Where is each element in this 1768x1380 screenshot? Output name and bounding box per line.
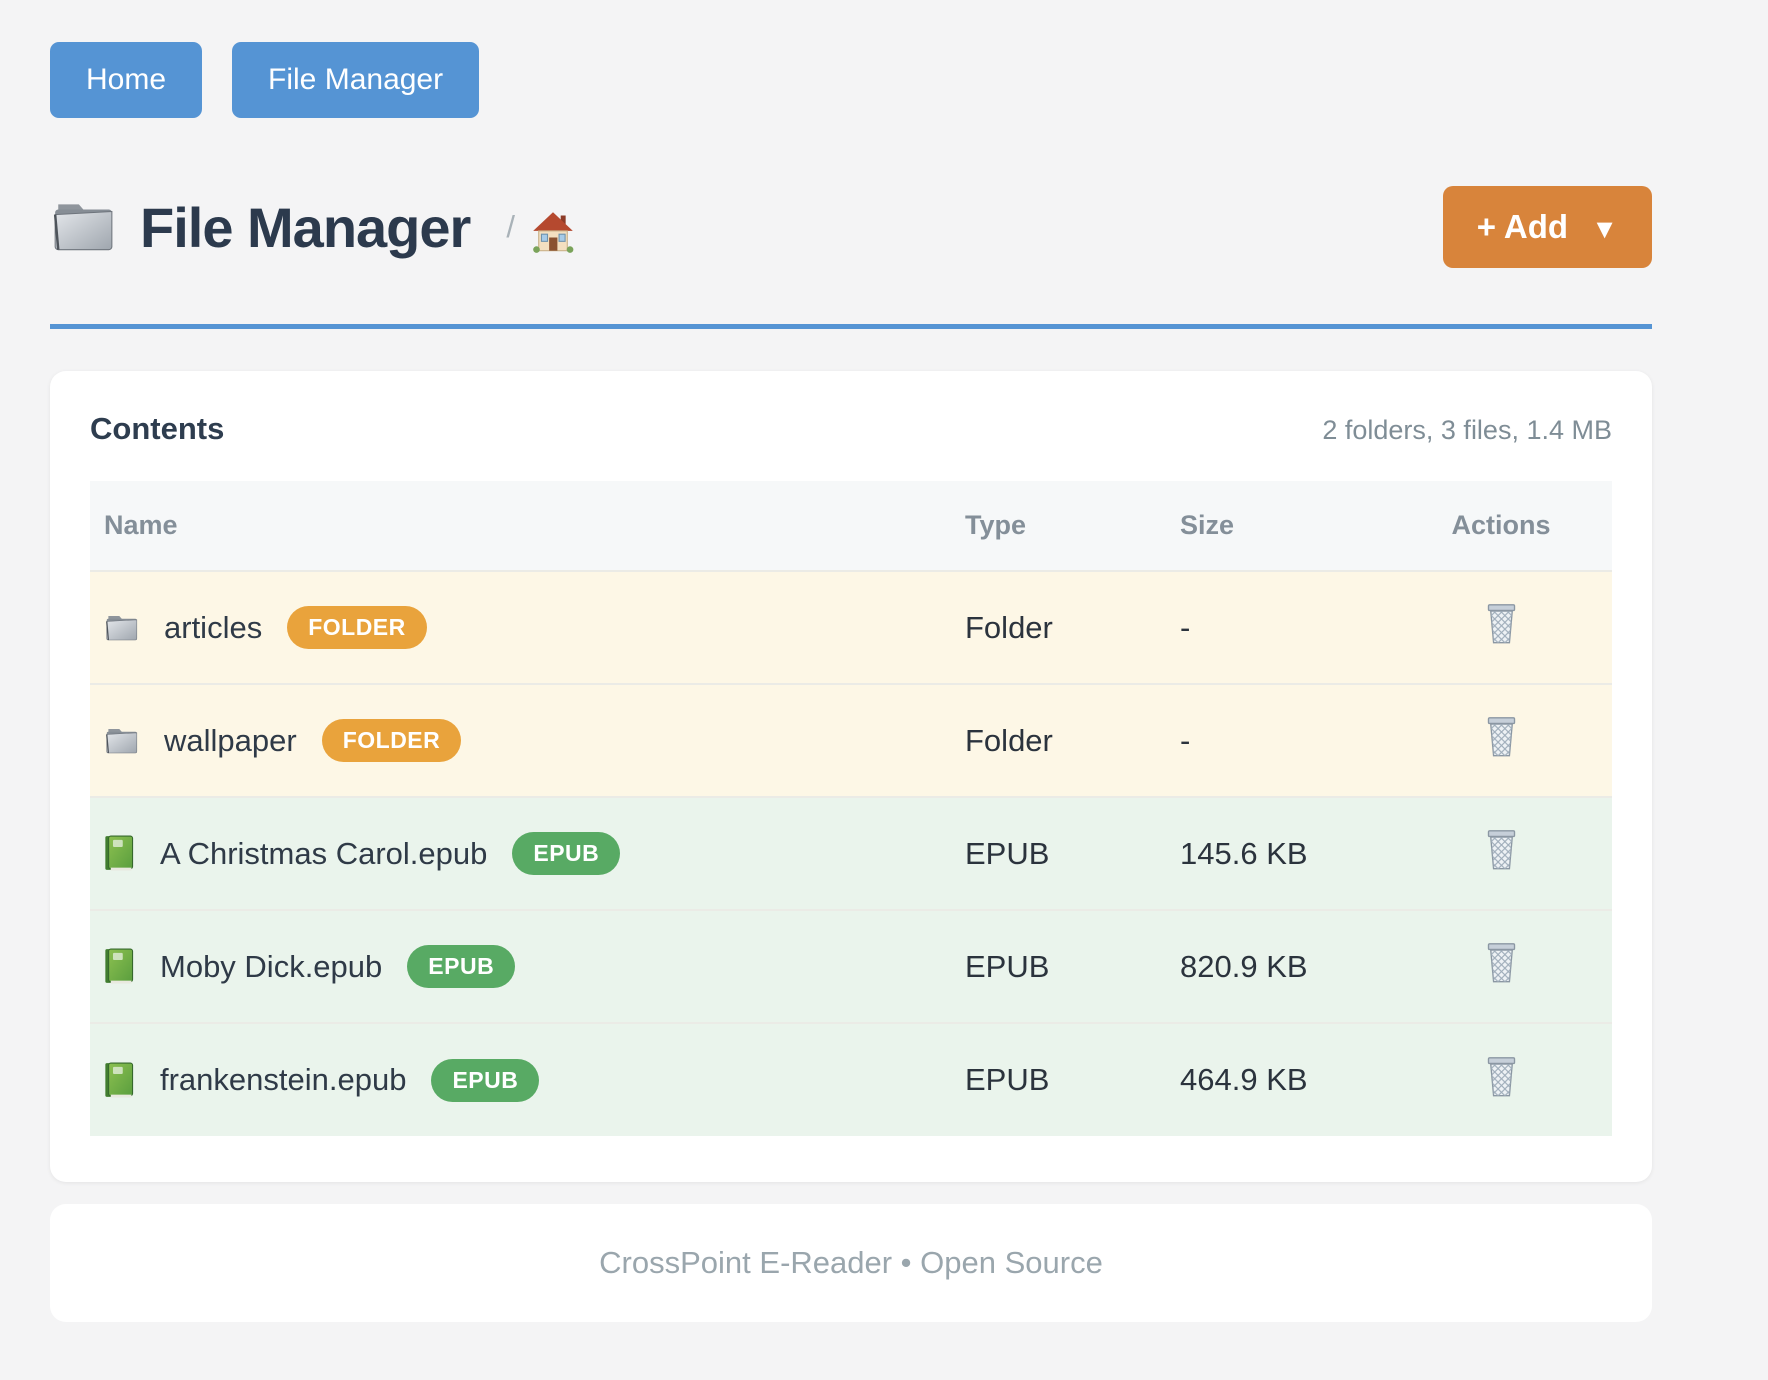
file-name[interactable]: Moby Dick.epub — [160, 948, 383, 984]
column-header-size: Size — [1166, 481, 1390, 571]
type-value: EPUB — [965, 835, 1050, 871]
table-row[interactable]: frankenstein.epub EPUB EPUB 464.9 KB — [90, 1023, 1612, 1136]
house-icon — [531, 210, 575, 254]
book-icon — [104, 835, 135, 872]
trash-icon — [1484, 828, 1519, 871]
file-manager-button[interactable]: File Manager — [232, 42, 480, 118]
top-nav: Home File Manager — [50, 42, 1652, 118]
table-row[interactable]: A Christmas Carol.epub EPUB EPUB 145.6 K… — [90, 797, 1612, 910]
page-title: File Manager — [140, 195, 471, 259]
delete-button[interactable] — [1484, 828, 1519, 871]
delete-button[interactable] — [1484, 941, 1519, 984]
type-value: EPUB — [965, 1062, 1050, 1097]
contents-summary: 2 folders, 3 files, 1.4 MB — [1322, 415, 1612, 445]
folder-badge: FOLDER — [287, 606, 427, 649]
add-button[interactable]: + Add ▼ — [1442, 186, 1652, 268]
breadcrumb-home[interactable] — [531, 210, 575, 254]
home-button[interactable]: Home — [50, 42, 203, 118]
folder-name[interactable]: articles — [164, 609, 263, 645]
folder-icon — [104, 726, 139, 756]
breadcrumb-separator: / — [506, 209, 515, 244]
size-value: - — [1180, 722, 1191, 758]
footer-text: CrossPoint E-Reader • Open Source — [599, 1245, 1103, 1280]
type-value: Folder — [965, 609, 1053, 645]
column-header-type: Type — [951, 481, 1166, 571]
caret-down-icon: ▼ — [1591, 214, 1618, 244]
trash-icon — [1484, 1055, 1519, 1098]
trash-icon — [1484, 602, 1519, 645]
folder-icon — [104, 613, 139, 643]
contents-card: Contents 2 folders, 3 files, 1.4 MB Name… — [50, 371, 1652, 1182]
folder-name[interactable]: wallpaper — [164, 722, 297, 758]
table-row[interactable]: wallpaper FOLDER Folder - — [90, 684, 1612, 797]
footer: CrossPoint E-Reader • Open Source — [50, 1204, 1652, 1322]
size-value: 820.9 KB — [1180, 948, 1308, 984]
file-name[interactable]: frankenstein.epub — [160, 1062, 407, 1097]
book-icon — [104, 1062, 135, 1099]
add-button-label: + Add — [1476, 208, 1569, 245]
table-row[interactable]: Moby Dick.epub EPUB EPUB 820.9 KB — [90, 910, 1612, 1023]
delete-button[interactable] — [1484, 1055, 1519, 1098]
epub-badge: EPUB — [431, 1058, 540, 1102]
epub-badge: EPUB — [407, 945, 516, 988]
contents-heading: Contents — [90, 411, 225, 446]
type-value: Folder — [965, 722, 1053, 758]
table-header-row: Name Type Size Actions — [90, 481, 1612, 571]
type-value: EPUB — [965, 948, 1050, 984]
file-name[interactable]: A Christmas Carol.epub — [160, 835, 488, 871]
delete-button[interactable] — [1484, 602, 1519, 645]
epub-badge: EPUB — [512, 832, 621, 875]
column-header-actions: Actions — [1390, 481, 1612, 571]
delete-button[interactable] — [1484, 715, 1519, 758]
trash-icon — [1484, 941, 1519, 984]
size-value: - — [1180, 609, 1191, 645]
column-header-name: Name — [90, 481, 951, 571]
file-table: Name Type Size Actions articles FOLDER F… — [90, 481, 1612, 1136]
folder-icon — [50, 199, 116, 255]
header-divider — [50, 324, 1652, 329]
size-value: 145.6 KB — [1180, 835, 1308, 871]
folder-badge: FOLDER — [321, 719, 462, 762]
trash-icon — [1484, 715, 1519, 758]
page-header: File Manager / + Add ▼ — [50, 186, 1652, 268]
table-row[interactable]: articles FOLDER Folder - — [90, 571, 1612, 684]
page: Home File Manager File Manager / + Add ▼… — [50, 42, 1652, 1322]
book-icon — [104, 948, 135, 985]
size-value: 464.9 KB — [1180, 1062, 1308, 1097]
